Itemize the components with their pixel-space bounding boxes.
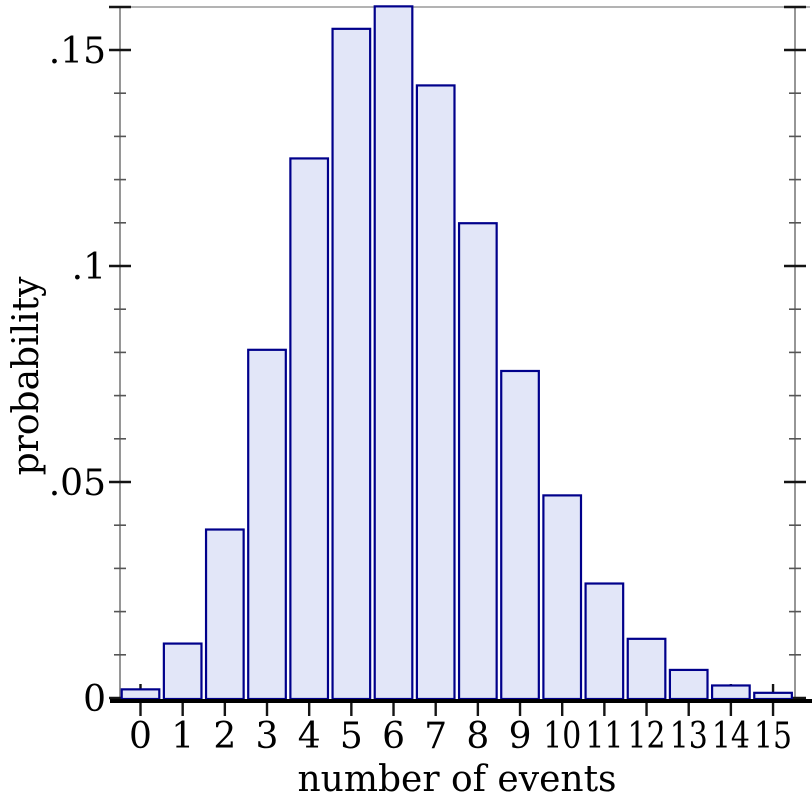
x-tick-label: 14 [712, 716, 750, 757]
x-tick-label: 10 [543, 716, 581, 757]
x-tick-label: 1 [171, 716, 194, 757]
bar-4 [289, 157, 330, 701]
bar-3 [247, 348, 287, 701]
x-tick-label: 7 [424, 716, 447, 757]
y-axis-ticks-left [109, 48, 131, 700]
x-tick-label: 13 [670, 716, 708, 757]
bar-10 [542, 494, 583, 701]
bar-14 [710, 684, 751, 701]
bar-6 [373, 5, 414, 701]
y-axis-title: probability [6, 276, 47, 475]
x-axis-tick-labels: 0 1 2 3 4 5 6 7 8 9 10 11 12 13 14 15 [129, 716, 792, 757]
x-tick-label: 4 [298, 716, 321, 757]
y-axis-ticks-right [784, 48, 806, 700]
x-tick-label: 3 [256, 716, 279, 757]
y-tick-label: .1 [72, 247, 106, 288]
bar-8 [457, 222, 498, 701]
x-tick-label: 0 [129, 716, 152, 757]
bar-11 [584, 582, 625, 701]
bar-12 [626, 637, 667, 701]
y-tick-label: .15 [49, 31, 106, 72]
x-tick-label: 5 [340, 716, 363, 757]
bar-7 [415, 84, 456, 701]
y-axis-tick-labels: 0 .05 .1 .15 [49, 31, 106, 720]
x-tick-label: 11 [585, 716, 623, 757]
y-tick-label: 0 [83, 679, 106, 720]
bar-13 [668, 668, 709, 701]
histogram-bars [120, 5, 793, 701]
x-tick-label: 8 [466, 716, 489, 757]
bar-5 [331, 27, 372, 701]
x-tick-label: 6 [382, 716, 405, 757]
y-tick-label: .05 [49, 463, 106, 504]
plot-frame [109, 5, 810, 701]
x-tick-label: 15 [754, 716, 792, 757]
bar-0 [120, 688, 161, 701]
bar-9 [500, 369, 540, 701]
bar-2 [204, 528, 245, 701]
x-tick-label: 2 [213, 716, 236, 757]
x-tick-label: 9 [509, 716, 532, 757]
x-tick-label: 12 [628, 716, 666, 757]
bar-15 [753, 691, 793, 701]
x-axis-title: number of events [297, 759, 616, 800]
bar-1 [162, 642, 203, 701]
